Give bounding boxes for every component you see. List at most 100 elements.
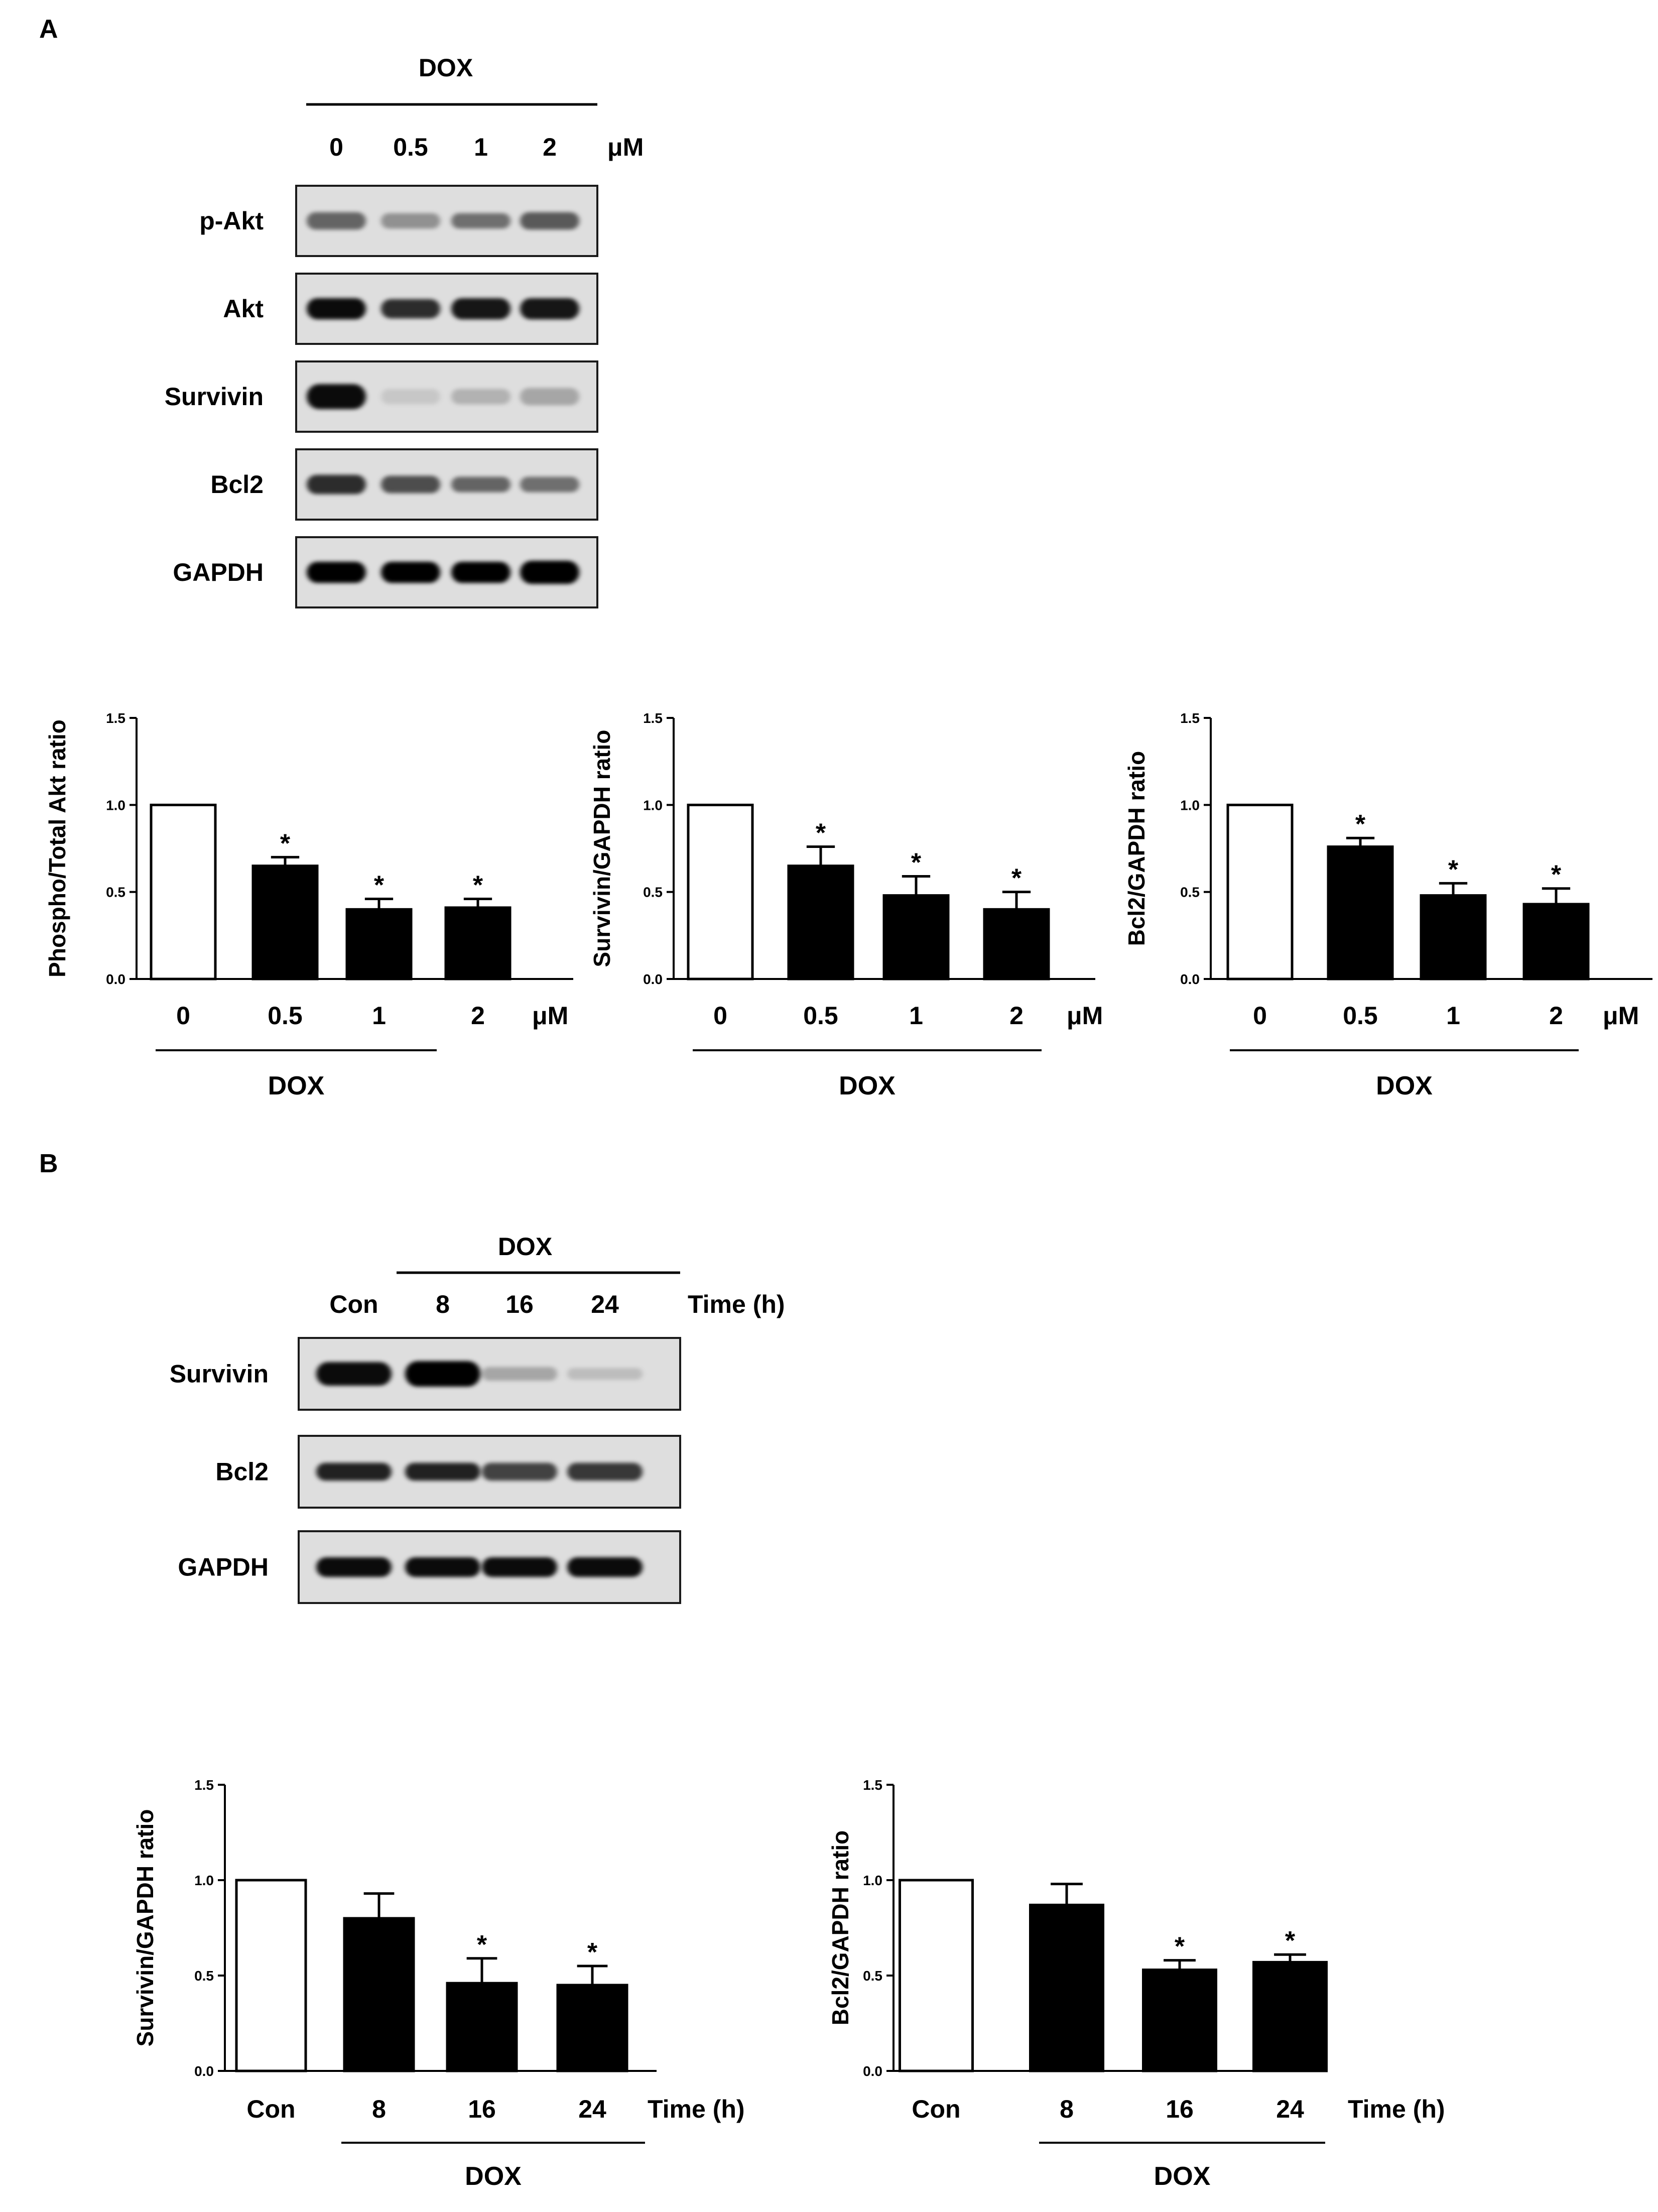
lane-label: 2 <box>543 133 557 161</box>
x-tick-label: 2 <box>1549 1002 1563 1030</box>
y-tick-label: 1.5 <box>643 710 663 726</box>
blot-row-survivin: Survivin <box>170 1337 681 1411</box>
y-tick-label: 0.0 <box>194 2063 214 2079</box>
y-tick-label: 1.0 <box>863 1873 882 1888</box>
lane-unit-label: μM <box>607 133 644 161</box>
blot-row-survivin: Survivin <box>165 360 598 433</box>
panel-label-a: A <box>39 15 58 44</box>
blot-band <box>482 1367 557 1381</box>
bar <box>556 1984 628 2072</box>
y-tick-label: 1.5 <box>106 710 125 726</box>
blot-row-label: Akt <box>223 295 264 323</box>
significance-marker: * <box>477 1930 487 1959</box>
blot-band <box>381 299 440 319</box>
blot-row-label: GAPDH <box>173 558 264 586</box>
western-blot-panel-a: DOX 0 0.5 1 2 μM p-Akt Akt Survivin Bcl2 GAPDH <box>165 54 644 608</box>
y-tick-label: 0.0 <box>1180 971 1200 987</box>
x-tick-label: 1 <box>1446 1002 1460 1030</box>
blot-row-label: Survivin <box>170 1360 269 1388</box>
y-tick-label: 0.5 <box>863 1968 882 1984</box>
significance-marker: * <box>911 848 922 877</box>
blot-band <box>316 1462 392 1481</box>
blot-row-akt: Akt <box>223 273 598 345</box>
significance-marker: * <box>280 829 291 858</box>
blot-band <box>520 388 579 406</box>
blot-band <box>451 476 511 493</box>
x-tick-label: 24 <box>1276 2095 1304 2123</box>
lane-label: 0.5 <box>393 133 428 161</box>
blot-band <box>567 1462 643 1481</box>
x-tick-label: 2 <box>1009 1002 1024 1030</box>
significance-marker: * <box>1551 861 1562 890</box>
blot-band <box>405 1462 480 1481</box>
x-tick-label: 1 <box>372 1002 386 1030</box>
panel-label-b: B <box>39 1149 58 1178</box>
blot-row-label: Bcl2 <box>215 1458 269 1486</box>
x-tick-label: 0.5 <box>268 1002 303 1030</box>
x-tick-label: 16 <box>468 2095 496 2123</box>
y-axis-title: Bcl2/GAPDH ratio <box>827 1830 853 2026</box>
y-tick-label: 1.5 <box>194 1777 214 1793</box>
x-tick-label: Con <box>912 2095 960 2123</box>
x-tick-label: 0.5 <box>803 1002 838 1030</box>
significance-marker: * <box>1355 810 1366 839</box>
bar <box>1522 903 1590 980</box>
bar <box>1029 1903 1104 2072</box>
blot-band <box>451 298 511 320</box>
bar <box>1252 1960 1328 2072</box>
blot-band <box>307 561 366 583</box>
y-tick-label: 0.0 <box>863 2063 882 2079</box>
bar <box>882 894 950 980</box>
blot-row-label: p-Akt <box>199 207 264 235</box>
x-tick-label: 1 <box>909 1002 923 1030</box>
bar-chart-3: 0.0 0.5 1.0 1.5 Bcl2/GAPDH ratio 0 * 0.5 * 1 * 2 μM D… <box>1123 710 1652 1100</box>
y-axis-title: Phospho/Total Akt ratio <box>44 719 70 977</box>
blot-band <box>381 389 440 405</box>
treatment-label: DOX <box>419 54 473 82</box>
x-tick-label: Con <box>246 2095 295 2123</box>
x-tick-label: 0 <box>713 1002 727 1030</box>
significance-marker: * <box>473 871 483 900</box>
significance-marker: * <box>816 819 826 848</box>
blot-band <box>405 1361 480 1387</box>
bar <box>345 908 413 980</box>
y-tick-label: 1.0 <box>194 1873 214 1888</box>
blot-band <box>307 474 366 495</box>
lane-label: 24 <box>591 1290 619 1318</box>
blot-band <box>316 1362 392 1386</box>
bar <box>235 1879 307 2072</box>
bar-charts: 0.0 0.5 1.0 1.5 Phospho/Total Akt ratio 0 * 0.5… <box>44 710 1652 2191</box>
bar <box>251 865 319 980</box>
lane-label: 0 <box>329 133 343 161</box>
blot-band <box>381 475 440 494</box>
x-unit-label: Time (h) <box>1348 2095 1445 2123</box>
blot-band <box>482 1462 557 1481</box>
group-label: DOX <box>268 1071 325 1100</box>
significance-marker: * <box>374 871 385 900</box>
lane-label: Con <box>329 1290 378 1318</box>
lane-label: 8 <box>436 1290 450 1318</box>
significance-marker: * <box>1285 1926 1296 1955</box>
bar-chart-1: 0.0 0.5 1.0 1.5 Phospho/Total Akt ratio 0 * 0.5… <box>44 710 573 1100</box>
group-label: DOX <box>465 2162 522 2191</box>
x-tick-label: 16 <box>1166 2095 1194 2123</box>
bar <box>787 865 854 980</box>
x-tick-label: 8 <box>372 2095 386 2123</box>
x-tick-label: 8 <box>1060 2095 1074 2123</box>
bar <box>983 908 1050 980</box>
bar <box>899 1879 974 2072</box>
bar <box>150 803 217 980</box>
blot-band <box>520 476 579 493</box>
bar <box>1142 1969 1217 2072</box>
blot-band <box>520 212 579 230</box>
x-unit-label: μM <box>1603 1002 1639 1030</box>
bar-chart-4: 0.0 0.5 1.0 1.5 Survivin/GAPDH ratio Con 8 * 16 *… <box>132 1777 745 2191</box>
bar <box>343 1917 415 2072</box>
lane-label: 16 <box>505 1290 534 1318</box>
blot-band <box>520 298 579 320</box>
bar <box>446 1982 518 2072</box>
y-tick-label: 0.0 <box>643 971 663 987</box>
blot-row-gapdh: GAPDH <box>173 536 598 608</box>
group-label: DOX <box>1376 1071 1433 1100</box>
